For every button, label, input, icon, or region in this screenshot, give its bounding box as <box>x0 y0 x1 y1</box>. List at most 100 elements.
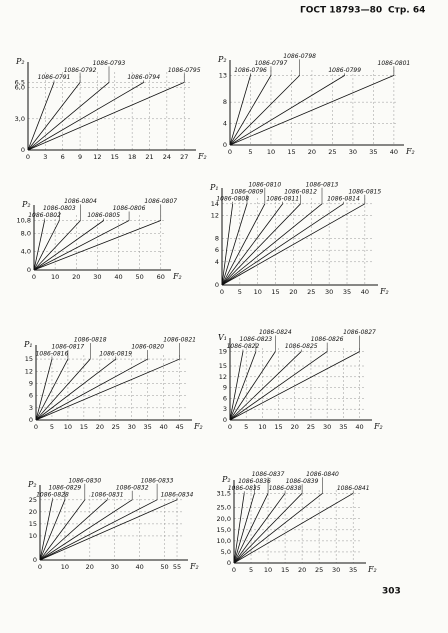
y-tick-label: 3,0 <box>15 115 25 123</box>
x-tick-label: 0 <box>34 423 38 431</box>
x-tick-label: 10 <box>61 563 69 571</box>
x-tick-label: 20 <box>298 566 306 574</box>
y-tick-label: 15,0 <box>217 526 231 534</box>
y-tick-label: 9 <box>29 379 33 387</box>
y-tick-label: 9 <box>223 384 227 392</box>
y-tick-label: 0 <box>21 146 25 154</box>
line-label: 1086-0828 <box>36 491 69 498</box>
line-label: 1086-0826 <box>311 336 344 343</box>
nomogram-line <box>229 351 360 421</box>
y-tick-label: 3 <box>223 405 227 413</box>
line-label: 1086-0814 <box>327 195 360 202</box>
x-tick-label: 15 <box>111 153 119 161</box>
y-tick-label: 8 <box>215 235 219 243</box>
x-tick-label: 21 <box>145 153 153 161</box>
y-tick-label: 0 <box>227 559 231 567</box>
x-tick-label: 10 <box>64 423 72 431</box>
nomogram-line <box>35 358 180 421</box>
y-tick-label: 15 <box>25 355 33 363</box>
line-label: 1086-0830 <box>68 477 101 484</box>
nomogram-line <box>39 499 158 561</box>
x-tick-label: 15 <box>287 148 295 156</box>
x-axis-label: F₂ <box>193 422 203 431</box>
y-axis-label: P₂ <box>221 475 231 484</box>
nomogram-line <box>233 493 323 564</box>
x-tick-label: 30 <box>325 288 333 296</box>
y-tick-label: 25,0 <box>217 504 231 512</box>
y-axis-label: P₂ <box>15 57 25 66</box>
x-tick-label: 20 <box>86 563 94 571</box>
x-tick-label: 55 <box>173 563 181 571</box>
x-tick-label: 10 <box>254 288 262 296</box>
line-label: 1086-0799 <box>328 67 361 74</box>
line-label: 1086-0832 <box>116 484 149 491</box>
nomogram-line <box>33 220 161 271</box>
x-tick-label: 20 <box>291 423 299 431</box>
x-tick-label: 25 <box>315 566 323 574</box>
nomogram-line <box>39 499 178 561</box>
nomogram-line <box>33 220 104 271</box>
nomogram-line <box>229 75 345 146</box>
x-tick-label: 20 <box>289 288 297 296</box>
y-axis-label: P₂ <box>217 55 227 64</box>
line-label: 1086-0795 <box>168 67 201 74</box>
x-tick-label: 40 <box>136 563 144 571</box>
y-tick-label: 12 <box>219 373 227 381</box>
line-label: 1086-0816 <box>36 351 69 358</box>
line-label: 1086-0841 <box>337 485 370 492</box>
line-label: 1086-0805 <box>87 212 120 219</box>
x-tick-label: 5 <box>50 423 54 431</box>
y-tick-label: 4 <box>215 258 219 266</box>
y-tick-label: 4,0 <box>21 248 31 256</box>
line-label: 1086-0827 <box>343 329 376 336</box>
line-label: 1086-0815 <box>348 188 381 195</box>
line-label: 1086-0821 <box>163 337 196 344</box>
nomogram-line <box>39 499 108 561</box>
y-tick-label: 10,0 <box>217 537 231 545</box>
x-axis-label: F₂ <box>373 422 383 431</box>
x-tick-label: 40 <box>361 288 369 296</box>
line-label: 1086-0839 <box>286 478 319 485</box>
nomogram-line <box>33 220 81 271</box>
line-label: 1086-0833 <box>141 477 174 484</box>
y-tick-label: 12 <box>25 367 33 375</box>
nomogram-line <box>233 493 303 564</box>
x-axis-label: F₂ <box>197 152 207 161</box>
line-label: 1086-0813 <box>306 181 339 188</box>
y-tick-label: 20 <box>29 508 37 516</box>
nomogram-line <box>229 75 300 146</box>
nomogram-line <box>27 82 144 151</box>
y-tick-label: 31,5 <box>217 489 231 497</box>
x-axis-label: F₂ <box>379 287 389 296</box>
x-tick-label: 0 <box>220 288 224 296</box>
nomogram-line <box>221 203 323 286</box>
line-label: 1086-0804 <box>64 198 97 205</box>
x-tick-label: 20 <box>72 273 80 281</box>
line-label: 1086-0809 <box>231 188 264 195</box>
x-tick-label: 20 <box>308 148 316 156</box>
line-label: 1086-0803 <box>43 205 76 212</box>
x-tick-label: 25 <box>328 148 336 156</box>
nomogram-line <box>233 493 255 564</box>
y-tick-label: 6,0 <box>15 84 25 92</box>
line-label: 1086-0807 <box>144 198 177 205</box>
x-tick-label: 35 <box>369 148 377 156</box>
x-tick-label: 9 <box>78 153 82 161</box>
x-tick-label: 10 <box>267 148 275 156</box>
y-tick-label: 0 <box>27 266 31 274</box>
nomogram-line <box>39 499 66 561</box>
line-label: 1086-0825 <box>285 343 318 350</box>
line-label: 1086-0802 <box>28 212 61 219</box>
y-tick-label: 10,8 <box>17 217 31 225</box>
y-axis-label: P₂ <box>21 200 31 209</box>
line-label: 1086-0819 <box>99 351 132 358</box>
x-tick-label: 30 <box>349 148 357 156</box>
x-tick-label: 25 <box>112 423 120 431</box>
nomogram-line <box>33 220 60 271</box>
nomogram-line <box>229 351 328 421</box>
line-label: 1086-0834 <box>161 491 194 498</box>
x-tick-label: 30 <box>111 563 119 571</box>
x-tick-label: 0 <box>26 153 30 161</box>
x-axis-label: F₂ <box>189 562 199 571</box>
